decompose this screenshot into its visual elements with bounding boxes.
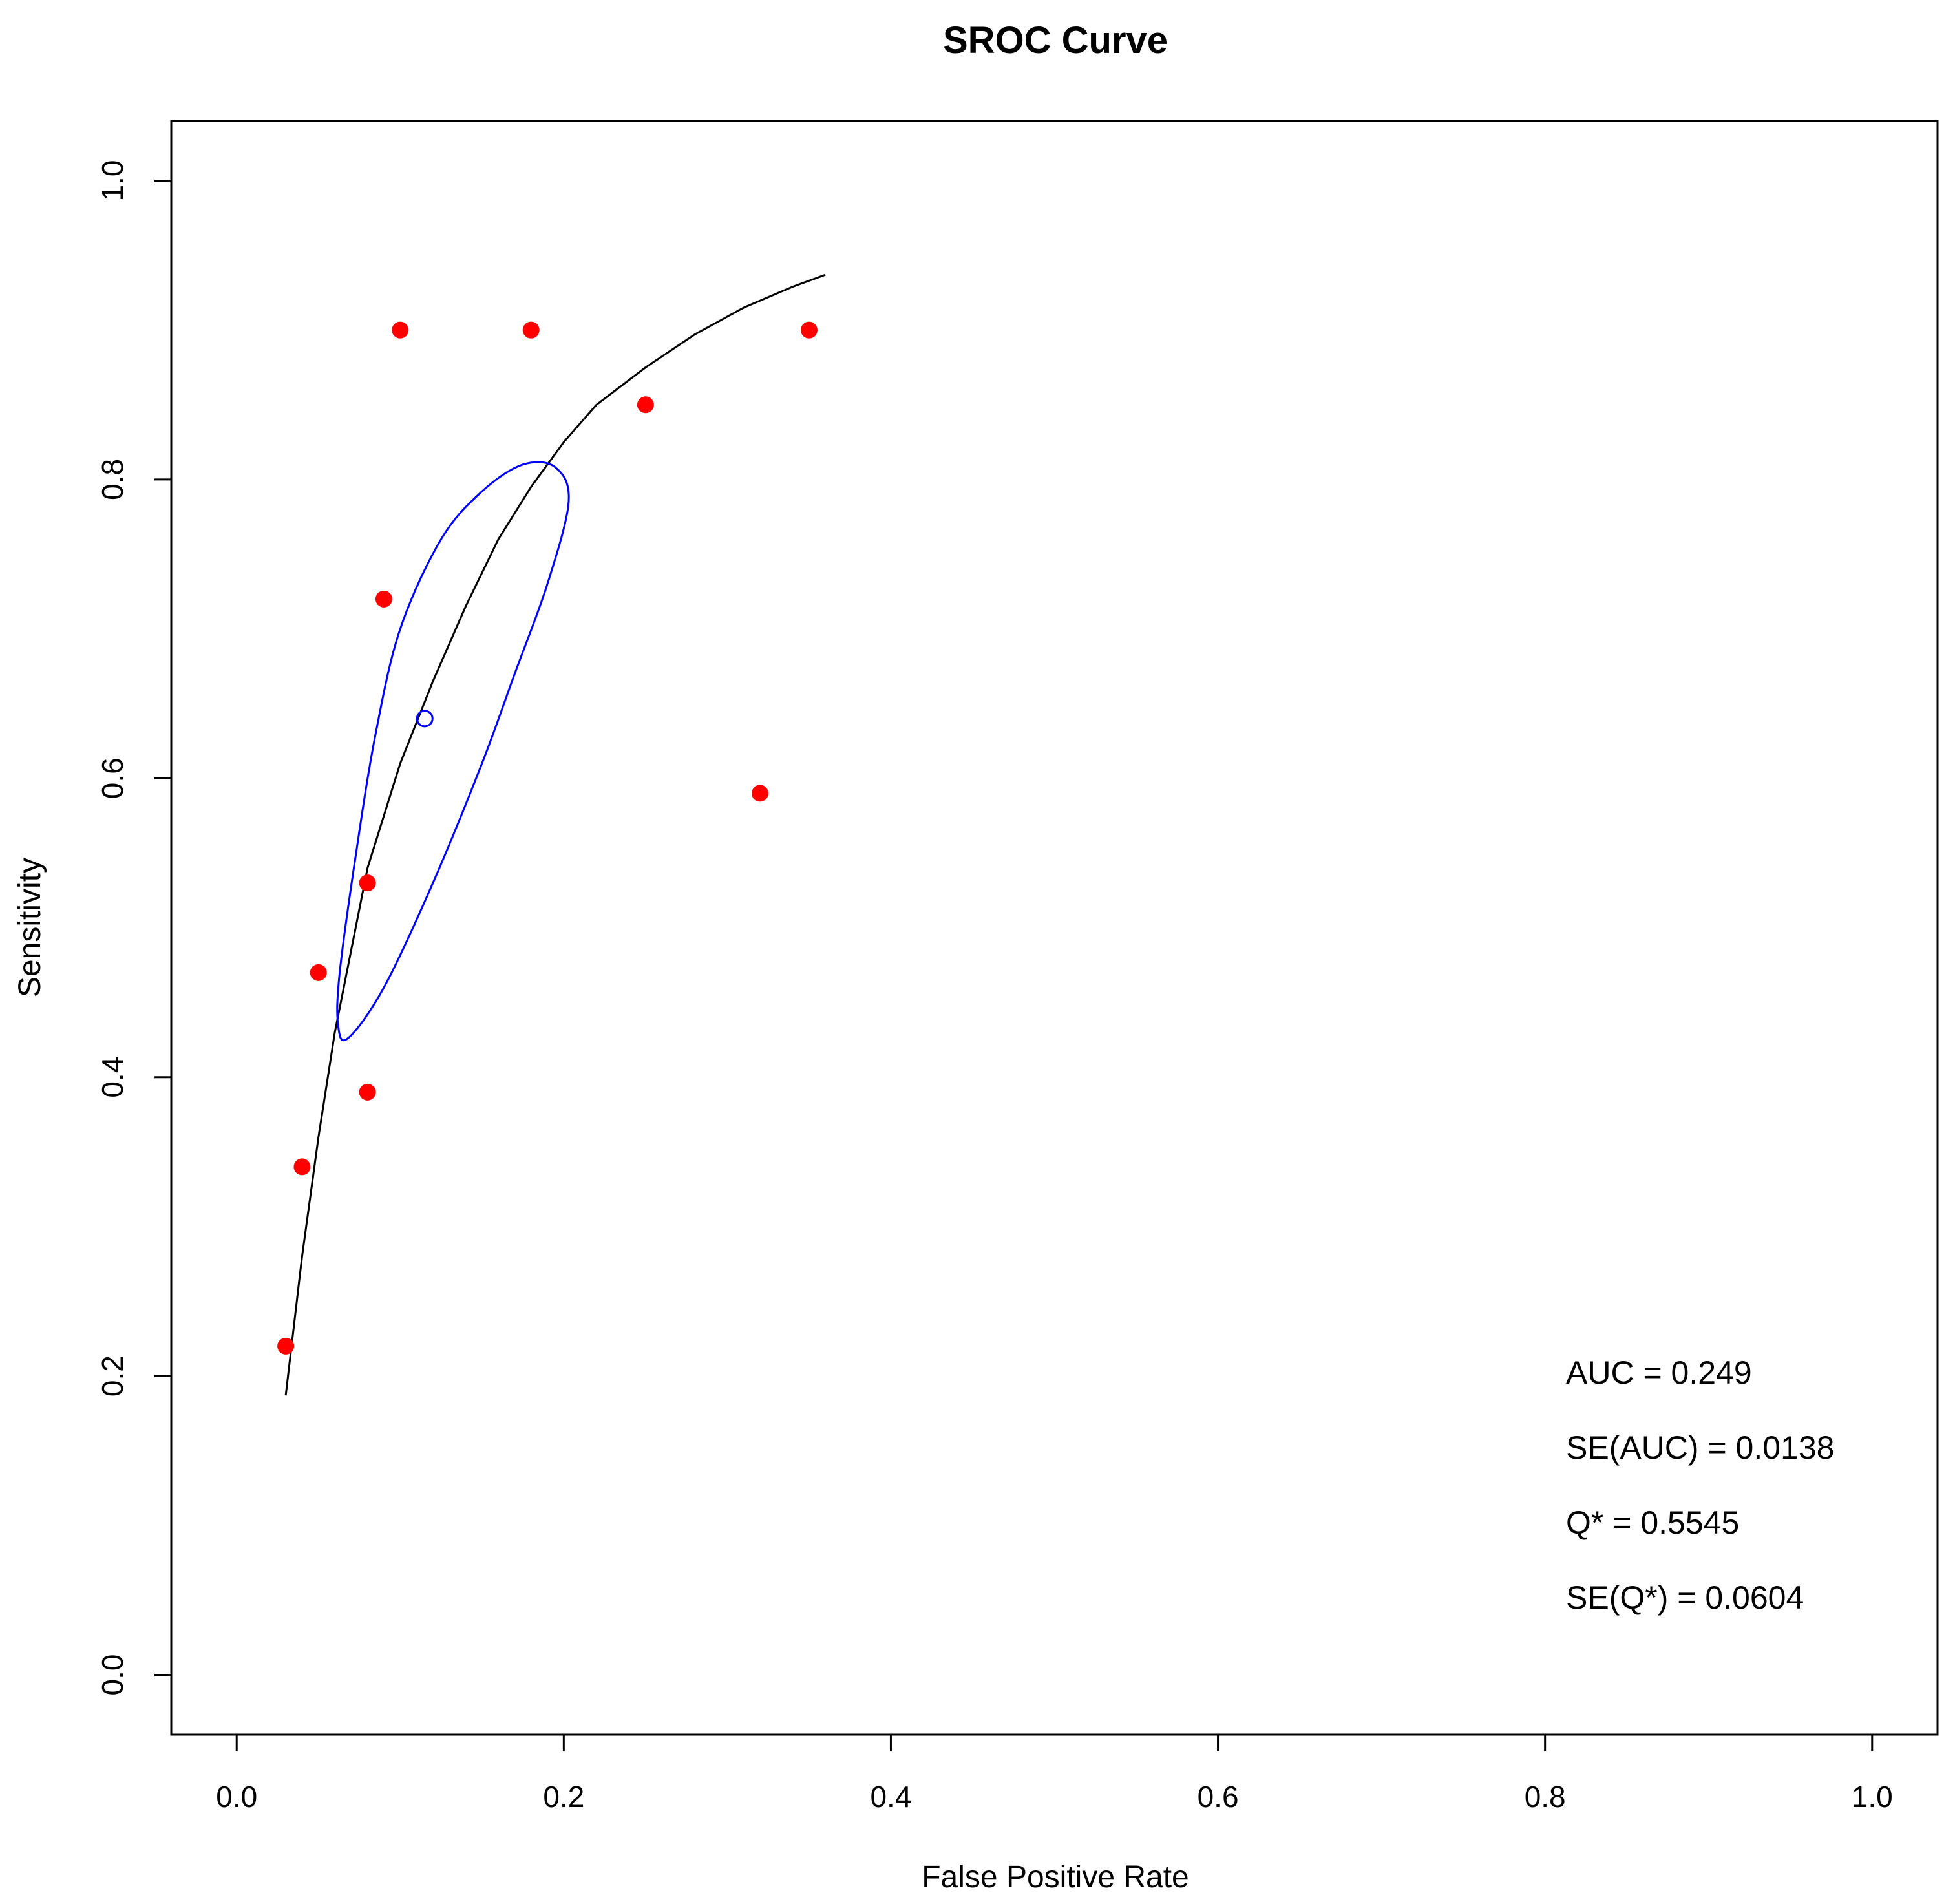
x-axis-label: False Positive Rate <box>922 1860 1189 1894</box>
study-point <box>310 964 327 981</box>
study-point <box>752 785 768 802</box>
study-point <box>522 321 540 339</box>
study-point <box>359 874 376 892</box>
chart-title: SROC Curve <box>943 19 1168 61</box>
study-point <box>392 321 409 339</box>
study-point <box>359 1083 376 1101</box>
plot-content <box>277 273 826 1396</box>
y-tick-label: 0.4 <box>96 1057 129 1098</box>
x-tick-label: 0.0 <box>216 1780 257 1814</box>
y-tick-label: 0.0 <box>96 1655 129 1696</box>
x-tick-label: 0.8 <box>1525 1780 1566 1814</box>
x-tick-label: 0.4 <box>870 1780 911 1814</box>
sroc-curve <box>284 273 826 1396</box>
confidence-region <box>336 461 570 1042</box>
y-tick-label: 1.0 <box>96 160 129 202</box>
study-point <box>800 321 818 339</box>
stats-annotations: AUC = 0.249 SE(AUC) = 0.0138 Q* = 0.5545… <box>1566 1355 1834 1616</box>
q-star-annotation: Q* = 0.5545 <box>1566 1505 1739 1541</box>
se-auc-annotation: SE(AUC) = 0.0138 <box>1566 1430 1834 1466</box>
y-axis-label: Sensitivity <box>13 858 47 997</box>
summary-point <box>416 710 434 728</box>
study-point <box>293 1158 311 1176</box>
y-axis: 0.0 0.2 0.4 0.6 0.8 1.0 <box>96 160 173 1696</box>
x-axis: 0.0 0.2 0.4 0.6 0.8 1.0 <box>216 1733 1893 1814</box>
x-tick-label: 1.0 <box>1852 1780 1893 1814</box>
x-tick-label: 0.6 <box>1198 1780 1239 1814</box>
y-tick-label: 0.8 <box>96 459 129 500</box>
study-point <box>637 396 654 414</box>
y-tick-label: 0.2 <box>96 1355 129 1397</box>
x-tick-label: 0.2 <box>543 1780 584 1814</box>
se-q-star-annotation: SE(Q*) = 0.0604 <box>1566 1580 1804 1616</box>
study-point <box>277 1337 295 1355</box>
auc-annotation: AUC = 0.249 <box>1566 1355 1752 1391</box>
y-tick-label: 0.6 <box>96 757 129 799</box>
study-point <box>375 590 392 608</box>
